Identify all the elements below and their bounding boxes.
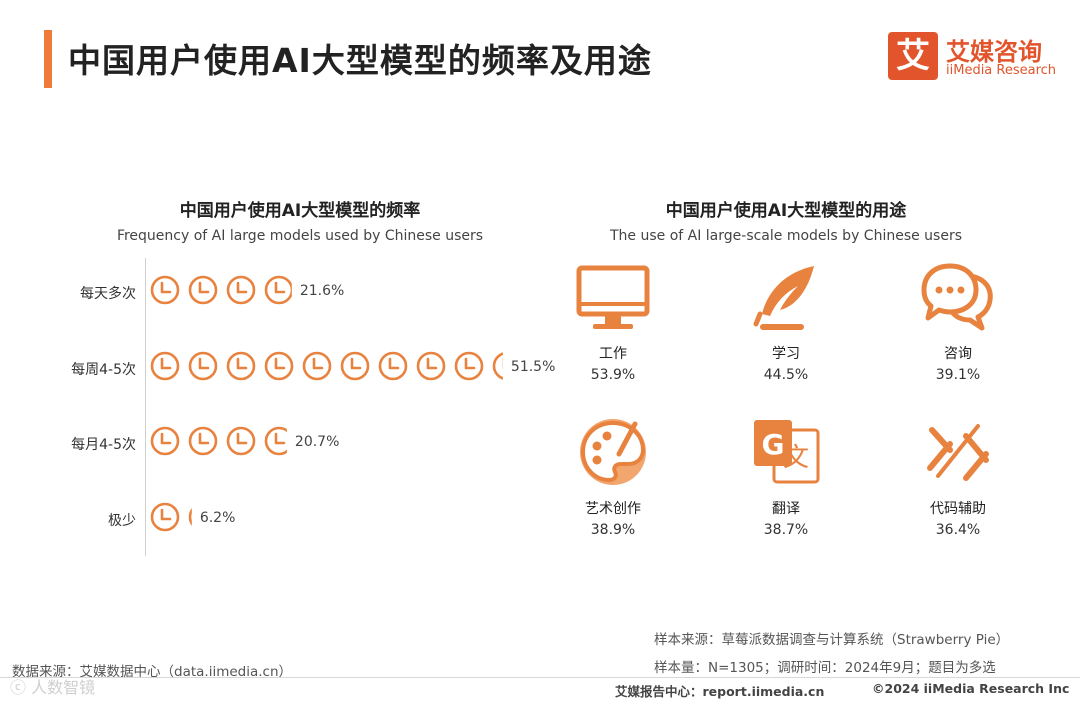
use-label: 工作: [599, 346, 627, 362]
clock-icon: [150, 502, 180, 532]
clock-icon: [454, 351, 484, 381]
logo-chinese-name: 艾媒咨询: [946, 38, 1042, 66]
clock-icon: [226, 426, 256, 456]
clock-icon: [150, 351, 180, 381]
frequency-value-label: 21.6%: [299, 283, 345, 299]
use-value: 44.5%: [763, 367, 809, 383]
clock-icon: [226, 275, 256, 305]
code-brackets-icon: [927, 424, 989, 481]
frequency-category-label: 极少: [108, 513, 136, 529]
use-value: 38.7%: [763, 522, 809, 538]
monitor-icon: [576, 265, 650, 329]
clock-icon: [264, 426, 287, 456]
frequency-value-label: 20.7%: [294, 434, 340, 450]
use-value: 36.4%: [935, 522, 981, 538]
translate-icon: 文 G: [754, 420, 820, 484]
watermark: ⓒ 人数智镜: [10, 678, 96, 697]
frequency-axis-line: [145, 258, 146, 556]
use-chart-subtitle: The use of AI large-scale models by Chin…: [609, 228, 963, 244]
clock-icon: [302, 351, 332, 381]
frequency-chart-title: 中国用户使用AI大型模型的频率: [179, 201, 421, 221]
iimedia-logo: 艾 艾媒咨询 iiMedia Research: [888, 32, 1068, 82]
use-label: 艺术创作: [585, 501, 641, 517]
sample-source-note: 样本来源：草莓派数据调查与计算系统（Strawberry Pie）: [654, 632, 1010, 648]
footer-divider: [0, 677, 1080, 678]
use-value: 39.1%: [935, 367, 981, 383]
page-title: 中国用户使用AI大型模型的频率及用途: [68, 41, 652, 80]
svg-text:G: G: [762, 428, 785, 461]
frequency-category-label: 每月4-5次: [71, 437, 136, 453]
chat-bubbles-icon: [921, 263, 993, 331]
data-source-note: 数据来源：艾媒数据中心（data.iimedia.cn）: [12, 664, 293, 680]
use-chart-title: 中国用户使用AI大型模型的用途: [665, 201, 907, 221]
copyright-text: ©2024 iiMedia Research Inc: [872, 681, 1070, 696]
clock-icon: [264, 275, 292, 305]
clock-icon: [226, 351, 256, 381]
clock-icon: [416, 351, 446, 381]
palette-icon: [580, 419, 646, 485]
use-label: 学习: [772, 346, 800, 362]
report-center-link[interactable]: 艾媒报告中心：report.iimedia.cn: [615, 684, 825, 699]
clock-icon: [492, 352, 503, 380]
frequency-category-label: 每周4-5次: [71, 362, 136, 378]
clock-icon: [264, 351, 294, 381]
sample-info-note: 样本量：N=1305；调研时间：2024年9月；题目为多选: [654, 660, 996, 676]
frequency-value-label: 6.2%: [199, 510, 236, 526]
use-value: 38.9%: [590, 522, 636, 538]
clock-icon: [188, 426, 218, 456]
clock-icon: [340, 351, 370, 381]
logo-english-name: iiMedia Research: [946, 63, 1057, 78]
frequency-value-label: 51.5%: [510, 359, 556, 375]
clock-icon: [150, 275, 180, 305]
clock-icon: [188, 275, 218, 305]
clock-icon: [378, 351, 408, 381]
use-label: 代码辅助: [930, 501, 986, 517]
clock-icon: [188, 508, 192, 526]
logo-mark: 艾: [888, 32, 938, 80]
quill-pen-icon: [753, 266, 814, 330]
clock-icon: [150, 426, 180, 456]
frequency-category-label: 每天多次: [80, 286, 136, 302]
frequency-chart-subtitle: Frequency of AI large models used by Chi…: [116, 228, 484, 244]
use-value: 53.9%: [590, 367, 636, 383]
title-accent-bar: [44, 30, 52, 88]
use-label: 咨询: [944, 346, 972, 362]
clock-icon: [188, 351, 218, 381]
use-label: 翻译: [772, 501, 800, 517]
